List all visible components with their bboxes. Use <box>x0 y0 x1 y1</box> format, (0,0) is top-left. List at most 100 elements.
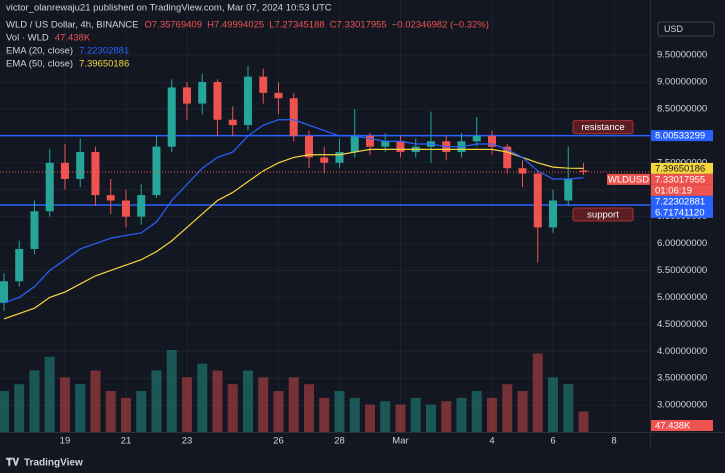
volume-bar <box>334 391 345 432</box>
legend-value: 7.39650186 <box>79 59 129 70</box>
candle-body <box>365 135 374 147</box>
candle-body <box>350 135 359 153</box>
candle-body <box>106 195 115 201</box>
volume-bar <box>517 391 528 432</box>
price-tag-box <box>651 195 713 207</box>
legend-value: 47.438K <box>55 33 91 44</box>
currency[interactable]: USD <box>664 24 684 34</box>
candle-body <box>45 162 54 212</box>
candle-body <box>549 200 558 228</box>
price-tag: 6.71741120 <box>655 207 705 218</box>
candle-body <box>60 162 69 179</box>
publisher-header: victor_olanrewaju21 published on Trading… <box>6 3 332 14</box>
ohlc-value: H7.49994025 <box>207 20 264 31</box>
y-tick-label: 6.00000000 <box>657 238 707 249</box>
x-tick-label: Mar <box>392 436 408 447</box>
x-tick-label: 6 <box>550 436 555 447</box>
candle-body <box>182 87 191 104</box>
candle-body <box>320 157 329 163</box>
candle-body <box>335 152 344 163</box>
x-tick-label: 19 <box>60 436 71 447</box>
legend-value: 7.22302881 <box>79 46 129 57</box>
ohlc-value: L7.27345188 <box>269 20 324 31</box>
tag-layer: resistance support 8.00533299 7.396501867.3… <box>572 120 713 432</box>
volume-bar <box>288 377 299 432</box>
candle-body <box>472 135 481 142</box>
candle-body <box>503 146 512 169</box>
symbol: WLDUSD <box>608 174 649 185</box>
price-tag-box <box>651 130 713 142</box>
volume-bar <box>364 404 375 432</box>
x-tick-label: 4 <box>489 436 494 447</box>
candle-body <box>396 141 405 153</box>
volume-bar <box>105 391 116 432</box>
price-tag: 7.39650186 <box>655 163 705 174</box>
candle-body <box>243 76 252 126</box>
volume-bar <box>273 391 284 432</box>
logo-mark: 𝐓𝐕 <box>6 457 19 469</box>
volume-bar <box>563 384 574 432</box>
volume-bar <box>502 384 513 432</box>
candle-body <box>152 146 161 196</box>
volume-bar <box>349 397 360 432</box>
volume-layer <box>0 350 589 432</box>
price-tag: 8.00533299 <box>655 131 705 142</box>
volume-bar <box>380 401 391 432</box>
volume-bar <box>532 353 543 432</box>
y-tick-label: 7.50000000 <box>657 157 707 168</box>
candle-body <box>76 152 85 179</box>
volume-bar <box>456 397 467 432</box>
volume-bar <box>14 384 25 432</box>
x-tick-label: 21 <box>121 436 132 447</box>
candle-body <box>289 98 298 136</box>
volume-bar <box>0 391 9 432</box>
y-tick-label: 3.50000000 <box>657 373 707 384</box>
volume-bar <box>471 391 482 432</box>
candle-body <box>137 195 146 217</box>
candle-body <box>259 76 268 93</box>
price-tag-box <box>651 173 713 185</box>
price-tag-box <box>651 162 713 174</box>
volume-bar <box>151 370 162 432</box>
symbol-box <box>607 173 650 185</box>
candle-body <box>30 211 39 249</box>
volume-bar <box>181 377 192 432</box>
volume-bar <box>242 370 253 432</box>
volume-bar <box>319 397 330 432</box>
price-tag: 7.22302881 <box>655 196 705 207</box>
volume-bar <box>486 397 497 432</box>
legend-name: EMA (50, close) <box>6 59 73 70</box>
level-name: resistance <box>581 122 624 133</box>
y-tick-label: 5.00000000 <box>657 292 707 303</box>
candle-body <box>0 281 8 303</box>
level-name-box <box>572 207 634 222</box>
volume-bar <box>136 391 147 432</box>
volume-bar <box>548 377 559 432</box>
x-tick-label: 8 <box>611 436 616 447</box>
legend-name: EMA (20, close) <box>6 46 73 57</box>
volume-bar <box>258 377 269 432</box>
volume-bar <box>227 384 238 432</box>
plot-layer <box>0 65 650 320</box>
level-name: support <box>587 209 619 220</box>
volume-bar <box>197 363 208 432</box>
candle-body <box>487 135 496 147</box>
y-tick-label: 5.50000000 <box>657 265 707 276</box>
volume-bar <box>120 397 131 432</box>
y-tick-label: 4.00000000 <box>657 346 707 357</box>
volume-bar <box>395 404 406 432</box>
currency-box[interactable] <box>657 21 715 37</box>
candle-body <box>304 135 313 158</box>
volume-bar <box>303 384 314 432</box>
ohlc-value: −0.02346982 (−0.32%) <box>392 20 489 31</box>
volume-bar <box>410 397 421 432</box>
candle-body <box>381 141 390 147</box>
volume-bar <box>441 401 452 432</box>
volume-bar <box>425 404 436 432</box>
volume-bar <box>90 370 101 432</box>
symbol-title: WLD / US Dollar, 4h, BINANCE <box>6 20 139 31</box>
volume-tag: 47.438K <box>655 421 691 432</box>
ohlc-value: C7.33017955 <box>330 20 387 31</box>
candle-body <box>579 170 588 172</box>
y-tick-label: 9.00000000 <box>657 77 707 88</box>
